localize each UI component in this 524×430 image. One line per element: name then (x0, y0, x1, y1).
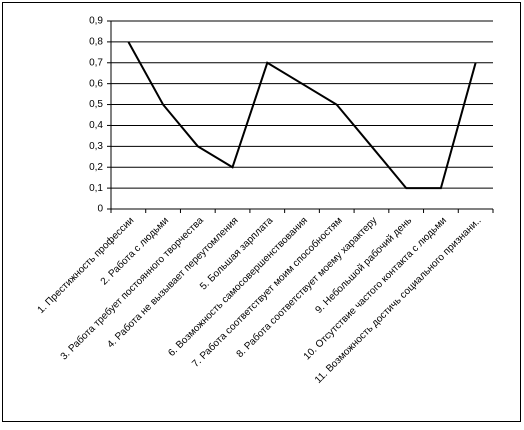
line-series (127, 41, 477, 190)
y-tick-label: 0,2 (89, 162, 103, 173)
y-tick-label: 0 (97, 204, 103, 215)
y-tick-label: 0,4 (89, 120, 103, 131)
y-tick-label: 0,9 (89, 16, 103, 27)
y-tick-label: 0,7 (89, 57, 103, 68)
y-tick-label: 0,8 (89, 37, 103, 48)
y-tick-label: 0,5 (89, 99, 103, 110)
y-tick-label: 0,3 (89, 141, 103, 152)
y-tick-label: 0,6 (89, 78, 103, 89)
chart-frame (2, 2, 521, 422)
y-tick-label: 0,1 (89, 183, 103, 194)
